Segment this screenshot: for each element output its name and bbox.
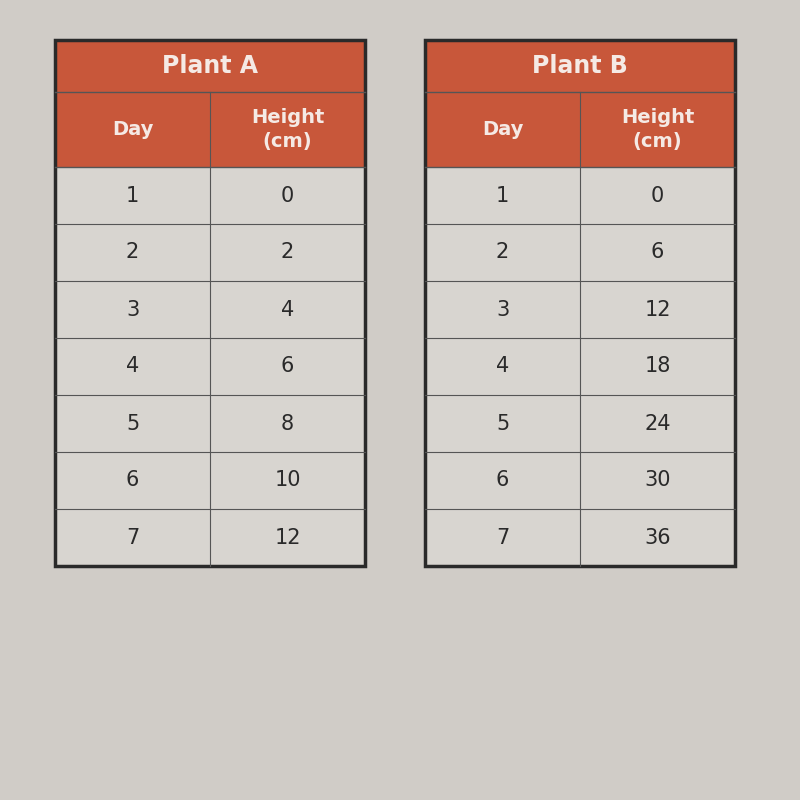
Text: 18: 18	[644, 357, 670, 377]
Bar	[210, 281, 365, 338]
Bar	[425, 40, 735, 566]
Bar	[210, 92, 365, 167]
Text: Plant A: Plant A	[162, 54, 258, 78]
Bar	[55, 509, 210, 566]
Text: 4: 4	[281, 299, 294, 319]
Text: 12: 12	[644, 299, 670, 319]
Text: 2: 2	[281, 242, 294, 262]
Bar	[425, 167, 580, 224]
Bar	[55, 40, 365, 566]
Text: 24: 24	[644, 414, 670, 434]
Bar	[580, 338, 735, 395]
Bar	[425, 281, 580, 338]
Bar	[580, 92, 735, 167]
Bar	[55, 167, 210, 224]
Text: 2: 2	[126, 242, 139, 262]
Bar	[55, 40, 365, 92]
Text: Day: Day	[482, 120, 523, 139]
Bar	[210, 167, 365, 224]
Text: 10: 10	[274, 470, 301, 490]
Bar	[210, 338, 365, 395]
Bar	[425, 395, 580, 452]
Text: 7: 7	[126, 527, 139, 547]
Bar	[55, 92, 210, 167]
Text: 4: 4	[126, 357, 139, 377]
Text: Day: Day	[112, 120, 153, 139]
Bar	[425, 338, 580, 395]
Bar	[580, 395, 735, 452]
Bar	[210, 224, 365, 281]
Text: 2: 2	[496, 242, 509, 262]
Text: Height
(cm): Height (cm)	[621, 108, 694, 150]
Bar	[580, 281, 735, 338]
Text: 6: 6	[281, 357, 294, 377]
Text: 1: 1	[126, 186, 139, 206]
Bar	[425, 224, 580, 281]
Text: 4: 4	[496, 357, 509, 377]
Bar	[580, 452, 735, 509]
Bar	[425, 40, 735, 92]
Text: 1: 1	[496, 186, 509, 206]
Bar	[425, 452, 580, 509]
Bar	[55, 281, 210, 338]
Text: 3: 3	[496, 299, 509, 319]
Bar	[580, 224, 735, 281]
Bar	[210, 509, 365, 566]
Text: 6: 6	[126, 470, 139, 490]
Text: 5: 5	[126, 414, 139, 434]
Text: 36: 36	[644, 527, 671, 547]
Text: 3: 3	[126, 299, 139, 319]
Text: 7: 7	[496, 527, 509, 547]
Bar	[210, 395, 365, 452]
Bar	[425, 509, 580, 566]
Bar	[55, 395, 210, 452]
Text: 0: 0	[281, 186, 294, 206]
Text: 5: 5	[496, 414, 509, 434]
Bar	[580, 509, 735, 566]
Bar	[55, 338, 210, 395]
Bar	[425, 92, 580, 167]
Text: Height
(cm): Height (cm)	[251, 108, 324, 150]
Bar	[580, 167, 735, 224]
Text: 0: 0	[651, 186, 664, 206]
Bar	[55, 452, 210, 509]
Bar	[210, 452, 365, 509]
Text: 30: 30	[644, 470, 670, 490]
Text: 12: 12	[274, 527, 301, 547]
Text: 6: 6	[496, 470, 509, 490]
Text: 6: 6	[651, 242, 664, 262]
Text: 8: 8	[281, 414, 294, 434]
Bar	[55, 224, 210, 281]
Text: Plant B: Plant B	[532, 54, 628, 78]
